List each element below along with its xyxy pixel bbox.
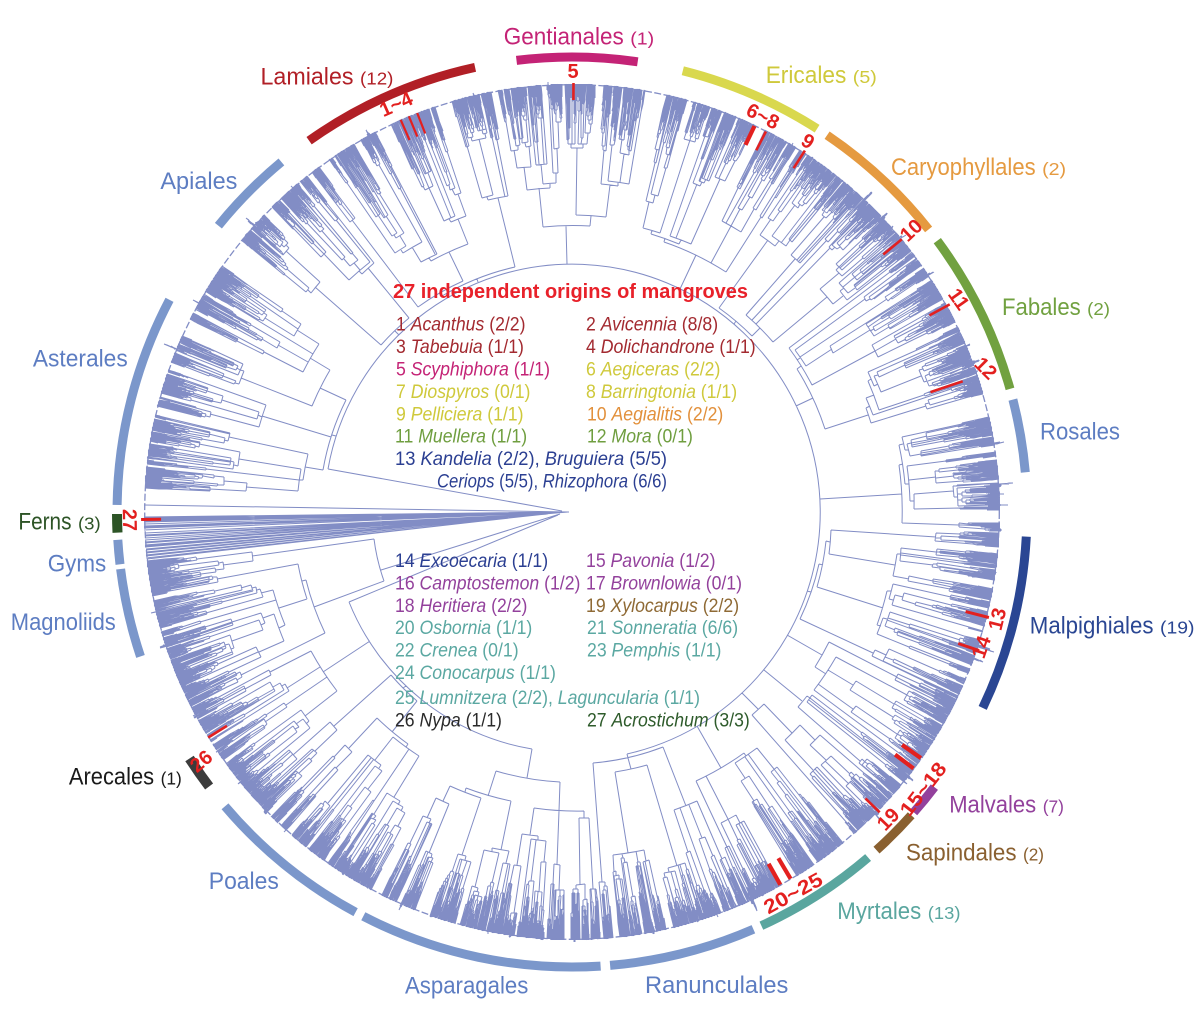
svg-text:13 Kandelia (2/2), Bruguiera (: 13 Kandelia (2/2), Bruguiera (5/5) <box>395 448 667 470</box>
svg-text:(13): (13) <box>928 903 961 923</box>
svg-text:19 Xylocarpus (2/2): 19 Xylocarpus (2/2) <box>586 595 739 617</box>
svg-text:Apiales: Apiales <box>160 168 237 195</box>
svg-text:(12): (12) <box>360 69 393 89</box>
svg-text:22 Crenea (0/1): 22 Crenea (0/1) <box>395 640 519 662</box>
svg-text:Asterales: Asterales <box>33 346 128 373</box>
svg-text:Ferns: Ferns <box>18 508 71 535</box>
svg-text:(2): (2) <box>1087 299 1110 319</box>
svg-text:27 independent origins of mang: 27 independent origins of mangroves <box>393 281 748 303</box>
svg-text:Rosales: Rosales <box>1040 418 1120 445</box>
svg-text:(7): (7) <box>1043 797 1064 817</box>
svg-text:Fabales: Fabales <box>1002 294 1081 321</box>
svg-text:14 Excoecaria (1/1): 14 Excoecaria (1/1) <box>395 550 548 572</box>
svg-text:21 Sonneratia (6/6): 21 Sonneratia (6/6) <box>587 617 738 639</box>
svg-text:6 Aegiceras (2/2): 6 Aegiceras (2/2) <box>586 359 720 381</box>
svg-text:(19): (19) <box>1160 617 1195 637</box>
svg-text:17 Brownlowia (0/1): 17 Brownlowia (0/1) <box>586 572 742 594</box>
svg-text:9 Pelliciera (1/1): 9 Pelliciera (1/1) <box>396 403 524 425</box>
svg-text:20 Osbornia (1/1): 20 Osbornia (1/1) <box>395 617 532 639</box>
svg-text:1 Acanthus (2/2): 1 Acanthus (2/2) <box>396 314 526 336</box>
svg-text:(3): (3) <box>78 513 101 533</box>
svg-text:Gentianales: Gentianales <box>504 23 624 50</box>
svg-text:26 Nypa (1/1): 26 Nypa (1/1) <box>395 709 502 731</box>
svg-text:Ranunculales: Ranunculales <box>645 972 788 999</box>
svg-text:2 Avicennia (8/8): 2 Avicennia (8/8) <box>586 314 718 336</box>
svg-text:3 Tabebuia (1/1): 3 Tabebuia (1/1) <box>396 336 524 358</box>
svg-text:10 Aegialitis (2/2): 10 Aegialitis (2/2) <box>587 403 723 425</box>
svg-text:11 Muellera (1/1): 11 Muellera (1/1) <box>395 426 527 448</box>
svg-text:23 Pemphis (1/1): 23 Pemphis (1/1) <box>587 640 721 662</box>
svg-text:Malpighiales: Malpighiales <box>1030 612 1154 639</box>
svg-text:Ericales: Ericales <box>766 62 847 89</box>
svg-text:5 Scyphiphora (1/1): 5 Scyphiphora (1/1) <box>396 359 550 381</box>
svg-text:Arecales: Arecales <box>69 764 154 791</box>
svg-text:Asparagales: Asparagales <box>405 972 528 999</box>
svg-text:27: 27 <box>118 509 140 532</box>
svg-text:(2): (2) <box>1042 159 1066 179</box>
svg-text:(1): (1) <box>161 769 182 789</box>
svg-text:5: 5 <box>567 61 578 83</box>
svg-text:Sapindales: Sapindales <box>906 840 1017 867</box>
svg-text:4 Dolichandrone (1/1): 4 Dolichandrone (1/1) <box>586 336 756 358</box>
svg-text:Lamiales: Lamiales <box>261 64 354 91</box>
svg-text:Ceriops (5/5), Rhizophora (6/6: Ceriops (5/5), Rhizophora (6/6) <box>437 471 667 493</box>
svg-text:25 Lumnitzera (2/2), Laguncula: 25 Lumnitzera (2/2), Laguncularia (1/1) <box>395 687 700 709</box>
svg-text:(1): (1) <box>630 28 654 48</box>
svg-text:16 Camptostemon (1/2): 16 Camptostemon (1/2) <box>395 572 580 594</box>
svg-text:(2): (2) <box>1023 845 1044 865</box>
svg-text:Magnoliids: Magnoliids <box>11 609 116 636</box>
svg-text:Poales: Poales <box>209 868 279 895</box>
svg-text:15 Pavonia (1/2): 15 Pavonia (1/2) <box>586 550 716 572</box>
svg-text:Malvales: Malvales <box>949 792 1036 819</box>
svg-text:Caryophyllales: Caryophyllales <box>891 154 1036 181</box>
svg-text:27 Acrostichum (3/3): 27 Acrostichum (3/3) <box>587 709 750 731</box>
svg-text:12 Mora (0/1): 12 Mora (0/1) <box>587 426 693 448</box>
svg-text:8 Barringtonia (1/1): 8 Barringtonia (1/1) <box>586 381 737 403</box>
svg-text:18 Heritiera (2/2): 18 Heritiera (2/2) <box>395 595 527 617</box>
svg-text:(5): (5) <box>853 67 877 87</box>
svg-text:Myrtales: Myrtales <box>837 898 921 925</box>
svg-text:24 Conocarpus (1/1): 24 Conocarpus (1/1) <box>395 662 556 684</box>
svg-text:Gyms: Gyms <box>48 551 106 578</box>
svg-text:7 Diospyros (0/1): 7 Diospyros (0/1) <box>396 381 530 403</box>
